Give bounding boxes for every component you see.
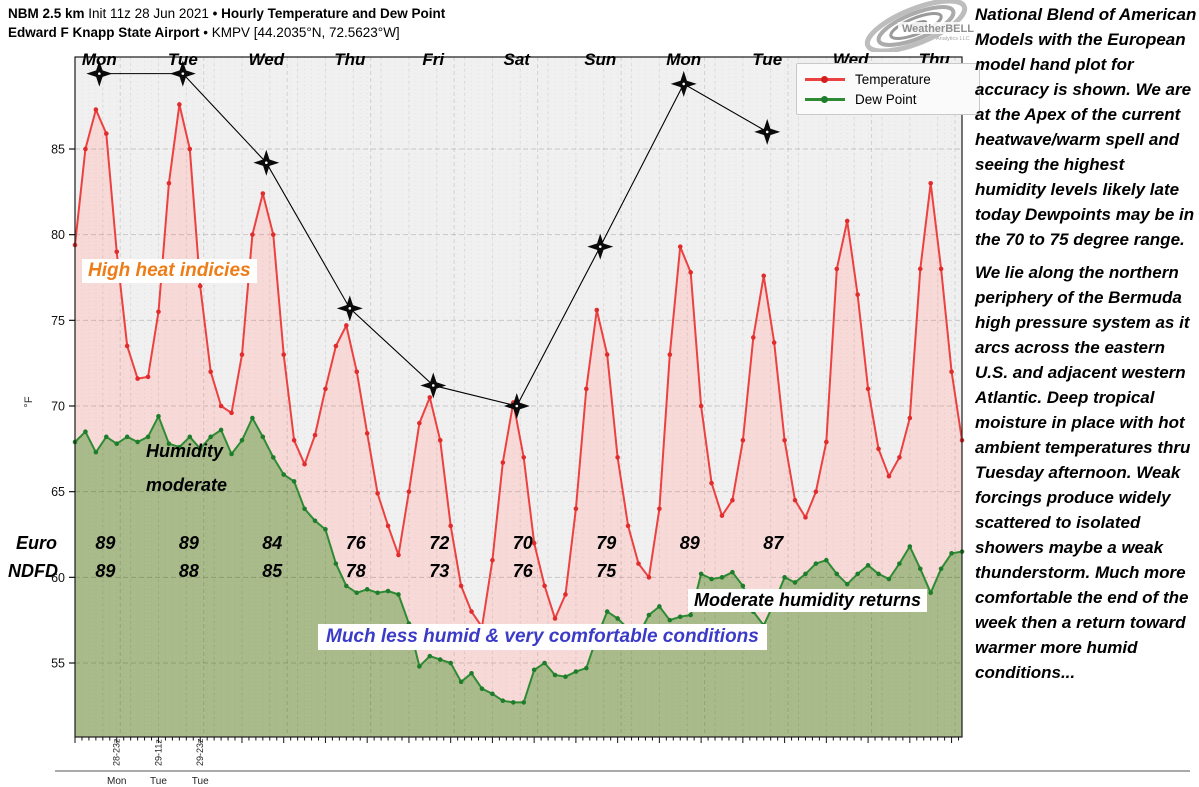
y-tick-label: 75: [51, 314, 65, 328]
page-title: Hourly Temperature and Dew Point: [221, 6, 446, 21]
logo-subtext: Analytics LLC: [936, 36, 970, 42]
temperature-series: [72, 102, 965, 630]
bottom-time-label: 29-11z: [153, 739, 163, 766]
hand-plot-star-icon: [253, 149, 280, 176]
model-row-value: 88: [179, 561, 199, 581]
hand-plot-star-icon: [754, 118, 781, 145]
hand-plot-star-icon: [670, 70, 697, 97]
temperature-dot-icon: [821, 75, 828, 83]
model-row-value: 89: [95, 561, 115, 581]
dew-point-dot-icon: [821, 95, 828, 103]
legend-label-temperature: Temperature: [855, 71, 931, 87]
header-separator: •: [212, 6, 218, 21]
day-label: Mon: [82, 50, 117, 69]
model-row-value: 89: [680, 533, 700, 553]
discussion-paragraph-1: National Blend of American Models with t…: [975, 5, 1197, 249]
y-tick-label: 80: [51, 228, 65, 242]
model-row-value: 73: [429, 561, 449, 581]
weatherbell-logo: WeatherBELL Analytics LLC: [864, 0, 974, 52]
bottom-time-label: 29-23z: [195, 738, 205, 766]
discussion-paragraph-2: We lie along the northern periphery of t…: [975, 263, 1191, 682]
hand-plot-star-icon: [420, 372, 447, 399]
bottom-day-label: Tue: [192, 776, 209, 787]
y-tick-label: 85: [51, 143, 65, 157]
model-row-label: Euro: [16, 533, 57, 553]
model-row-value: 70: [513, 533, 533, 553]
legend-item-temperature: Temperature: [805, 69, 971, 89]
day-label: Fri: [422, 50, 445, 69]
chart-legend: Temperature Dew Point: [796, 63, 980, 115]
y-axis-unit: °F: [23, 396, 35, 407]
bottom-day-label: Tue: [150, 776, 167, 787]
logo-wordmark: WeatherBELL: [902, 23, 974, 35]
bottom-time-label: 28-23z: [112, 738, 122, 766]
day-label: Sat: [504, 50, 532, 69]
y-tick-label: 65: [51, 485, 65, 499]
model-row-value: 76: [346, 533, 367, 553]
model-row-value: 72: [429, 533, 449, 553]
model-row-value: 78: [346, 561, 366, 581]
annotation-humidity-moderate: Humidity moderate: [146, 434, 227, 502]
legend-item-dew-point: Dew Point: [805, 89, 971, 109]
day-label: Thu: [334, 50, 366, 69]
hand-plot-star-icon: [336, 295, 363, 322]
dew-point-line-swatch: [805, 95, 845, 103]
logo-text-backing: [898, 22, 970, 34]
day-label: Tue: [752, 50, 782, 69]
bottom-day-label: Mon: [107, 776, 126, 787]
station-coordinates: KMPV [44.2035°N, 72.5623°W]: [211, 25, 400, 40]
day-label: Wed: [249, 50, 285, 69]
hand-plot-star-icon: [587, 233, 614, 260]
y-tick-label: 55: [51, 656, 65, 670]
model-row-value: 89: [179, 533, 199, 553]
model-row-value: 75: [596, 561, 617, 581]
header-line1: NBM 2.5 km Init 11z 28 Jun 2021 • Hourly…: [8, 4, 445, 23]
dew-point-area: [75, 416, 962, 737]
model-row-value: 84: [262, 533, 282, 553]
temperature-line-swatch: [805, 75, 845, 83]
day-label: Sun: [584, 50, 616, 69]
y-tick-label: 70: [51, 399, 65, 413]
model-row-value: 76: [513, 561, 534, 581]
model-row-label: NDFD: [8, 561, 58, 581]
day-label: Mon: [666, 50, 701, 69]
annotation-moderate-humidity-returns: Moderate humidity returns: [688, 589, 928, 612]
header-line2: Edward F Knapp State Airport • KMPV [44.…: [8, 23, 445, 42]
model-row-value: 87: [763, 533, 784, 553]
annotation-much-less-humid: Much less humid & very comfortable condi…: [318, 624, 767, 650]
hand-plot-star-icon: [86, 60, 113, 87]
y-tick-label: 60: [51, 571, 65, 585]
chart-header: NBM 2.5 km Init 11z 28 Jun 2021 • Hourly…: [8, 4, 445, 42]
euro-hand-plot: [86, 60, 781, 419]
station-name: Edward F Knapp State Airport: [8, 25, 200, 40]
annotation-humidity-line1: Humidity: [146, 441, 224, 461]
model-row-value: 89: [95, 533, 115, 553]
hand-plot-star-icon: [503, 392, 530, 419]
legend-label-dew-point: Dew Point: [855, 91, 917, 107]
model-name: NBM 2.5 km: [8, 6, 85, 21]
annotation-humidity-line2: moderate: [146, 475, 228, 495]
hand-plot-star-icon: [169, 60, 196, 87]
annotation-high-heat-indices: High heat indicies: [82, 259, 257, 283]
model-row-value: 85: [262, 561, 283, 581]
day-label: Tue: [168, 50, 198, 69]
init-time: Init 11z 28 Jun 2021: [88, 6, 209, 21]
header-separator2: •: [203, 25, 209, 40]
forecast-discussion: National Blend of American Models with t…: [975, 2, 1197, 693]
model-row-value: 79: [596, 533, 616, 553]
